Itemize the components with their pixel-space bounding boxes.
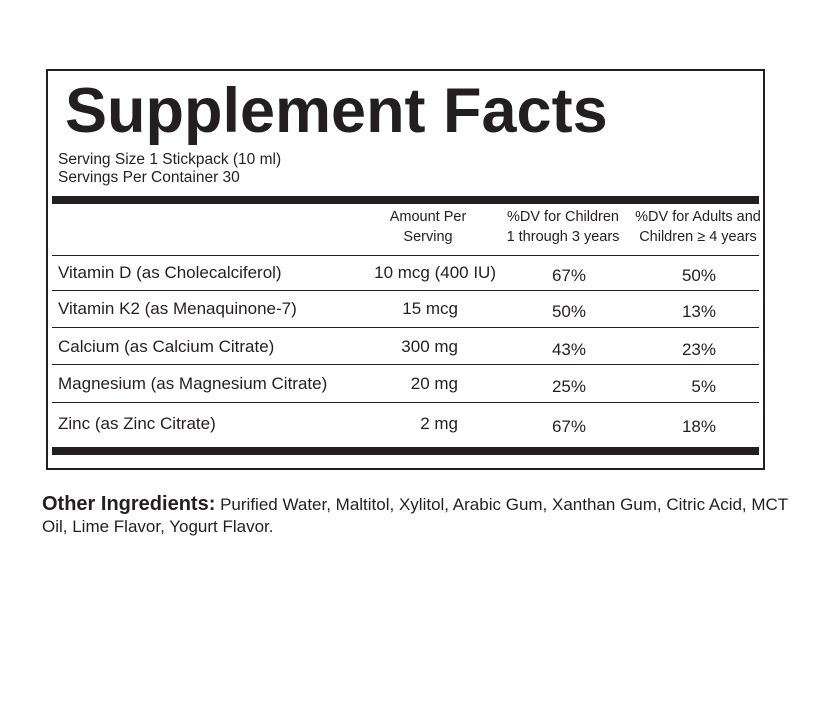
dv-children-value: 67% [551,266,586,285]
header-amount-line1: Amount Per [389,209,467,225]
dv-children-value: 25% [551,377,586,396]
servings-per-container: Servings Per Container 30 [58,169,240,186]
row-divider [52,402,759,403]
row-divider [52,364,759,365]
thick-rule-bottom [52,447,759,455]
header-amount: Amount Per Serving [368,207,488,247]
nutrient-name: Calcium (as Calcium Citrate) [58,337,275,356]
row-divider [52,255,759,256]
header-dv-adults-line1: %DV for Adults and [635,209,761,225]
header-dv-children-line1: %DV for Children [506,209,619,225]
header-amount-line2: Serving [403,229,453,245]
nutrient-amount: 20 mg [410,374,458,393]
dv-adults-value: 23% [681,340,716,359]
thick-rule-top [52,196,759,204]
header-dv-children: %DV for Children 1 through 3 years [496,207,630,247]
dv-children-value: 43% [551,340,586,359]
nutrient-amount: 10 mcg (400 IU) [374,263,496,282]
nutrient-name: Vitamin D (as Cholecalciferol) [58,263,282,282]
header-dv-adults: %DV for Adults and Children ≥ 4 years [630,207,766,247]
other-ingredients: Other Ingredients: Purified Water, Malti… [42,493,802,538]
nutrient-name: Zinc (as Zinc Citrate) [58,414,216,433]
nutrient-name: Vitamin K2 (as Menaquinone-7) [58,299,297,318]
serving-info: Serving Size 1 Stickpack (10 ml) Serving… [58,151,281,187]
dv-adults-value: 5% [691,377,716,396]
nutrient-amount: 15 mcg [402,299,458,318]
row-divider [52,290,759,291]
header-dv-children-line2: 1 through 3 years [506,229,620,245]
header-dv-adults-line2: Children ≥ 4 years [639,229,757,245]
dv-children-value: 67% [551,417,586,436]
dv-adults-value: 18% [681,417,716,436]
dv-children-value: 50% [551,302,586,321]
other-ingredients-label: Other Ingredients: [42,493,216,515]
dv-adults-value: 13% [681,302,716,321]
nutrient-name: Magnesium (as Magnesium Citrate) [58,374,328,393]
row-divider [52,327,759,328]
nutrient-amount: 300 mg [401,337,458,356]
panel-title: Supplement Facts [65,76,608,146]
nutrient-amount: 2 mg [420,414,458,433]
supplement-facts-panel: Supplement Facts Serving Size 1 Stickpac… [46,69,765,470]
dv-adults-value: 50% [681,266,716,285]
serving-size: Serving Size 1 Stickpack (10 ml) [58,151,282,168]
other-ingredients-text: Purified Water, Maltitol, Xylitol, Arabi… [42,495,788,536]
